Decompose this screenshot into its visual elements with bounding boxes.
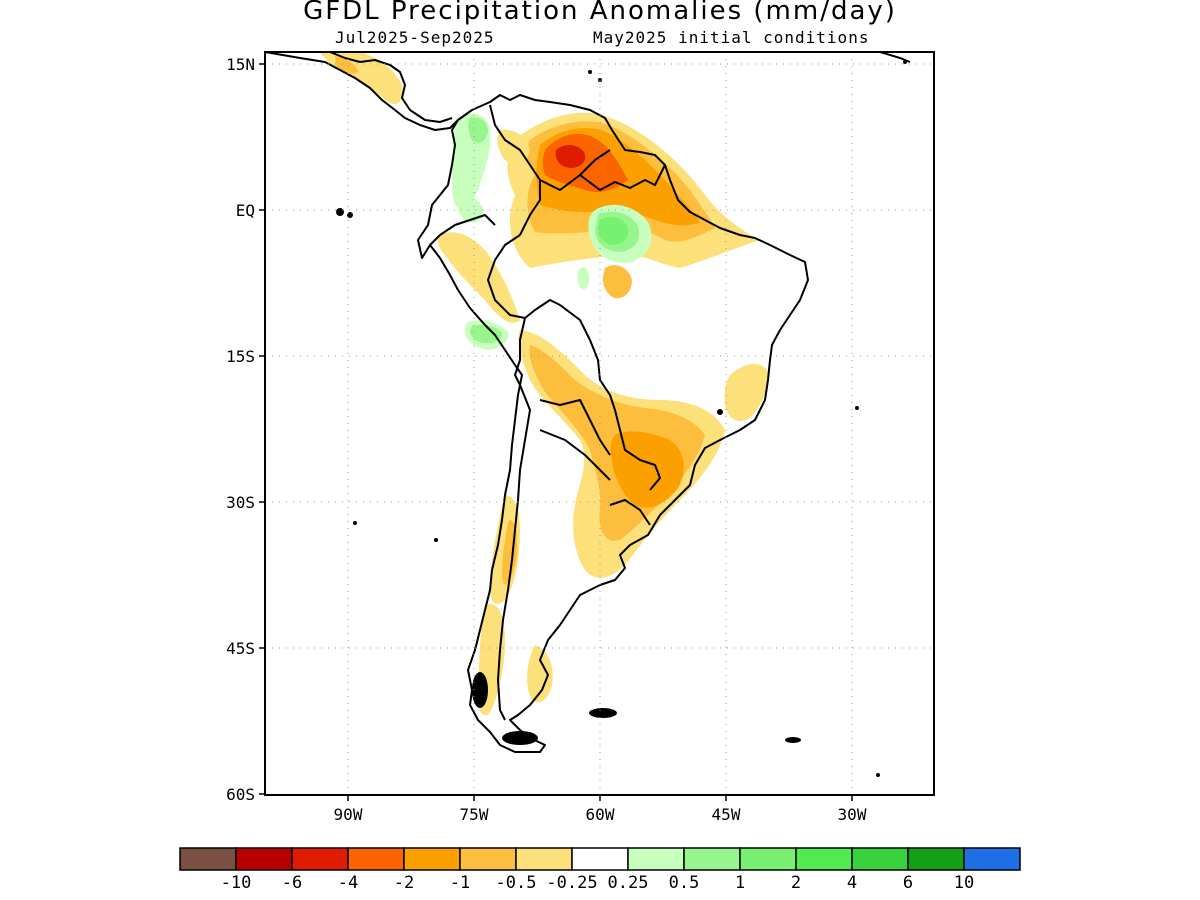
colorbar-label: 0.5 — [669, 873, 700, 893]
south-sandwich-island — [876, 773, 880, 777]
anomaly-pos1-amazon — [598, 216, 629, 245]
central-america-caribbean-coast — [329, 52, 453, 123]
northeast-island — [903, 60, 907, 64]
colorbar-swatch — [907, 847, 965, 871]
lon-label-75w: 75W — [460, 805, 489, 824]
coastlines — [265, 52, 911, 753]
anomaly-neg05-amazon-spot — [602, 265, 632, 299]
lon-label-45w: 45W — [712, 805, 741, 824]
anomaly-fields — [320, 52, 769, 716]
boundary-ecuador-peru — [429, 214, 496, 246]
boundary-chile-argentina — [497, 384, 531, 721]
galapagos-island-2 — [347, 212, 353, 218]
anomaly-neg4-venezuela — [555, 144, 586, 168]
lon-label-30w: 30W — [838, 805, 867, 824]
anomaly-neg1-parana — [610, 431, 684, 508]
colorbar-label: 10 — [954, 873, 974, 893]
axis-ticks — [259, 63, 853, 801]
lon-label-60w: 60W — [586, 805, 615, 824]
colorbar-label: 4 — [847, 873, 857, 893]
chart-title: GFDL Precipitation Anomalies (mm/day) — [303, 0, 897, 26]
season-subtitle: Jul2025-Sep2025 — [335, 28, 495, 47]
south-america-coast — [417, 94, 809, 753]
anomaly-neg025-east-brazil — [724, 364, 769, 422]
boundary-colombia-venezuela — [489, 104, 541, 236]
colorbar-swatch — [179, 847, 237, 871]
colorbar-label: -1 — [450, 873, 470, 893]
colorbar-label: -6 — [282, 873, 302, 893]
lat-label-60s: 60S — [226, 785, 255, 804]
boundary-colombia-brazil — [487, 234, 561, 319]
lat-label-45s: 45S — [226, 639, 255, 658]
caribbean-island — [588, 70, 592, 74]
colorbar-swatch — [515, 847, 573, 871]
pacific-island — [353, 521, 357, 525]
atlantic-island-2 — [855, 406, 859, 410]
colorbar-swatch — [795, 847, 853, 871]
colorbar-label: -4 — [338, 873, 358, 893]
colorbar-swatch — [851, 847, 909, 871]
colorbar-label: 6 — [903, 873, 913, 893]
islands — [336, 60, 907, 777]
init-subtitle: May2025 initial conditions — [593, 28, 870, 47]
anomaly-neg05-central-america — [335, 56, 358, 74]
colorbar-swatch — [347, 847, 405, 871]
tierra-del-fuego — [502, 731, 538, 745]
anomaly-neg025-andes-north — [437, 232, 520, 323]
boundary-uruguay — [609, 499, 651, 526]
colorbar-swatch — [683, 847, 741, 871]
gridlines — [265, 52, 934, 795]
central-america-coast — [265, 52, 459, 131]
boundary-guianas — [579, 164, 666, 191]
northwest-island-coast — [879, 52, 911, 63]
anomaly-neg025-central-america — [320, 52, 403, 105]
boundary-bolivia-brazil — [559, 304, 661, 491]
anomaly-pos025-amazon-spot — [577, 267, 590, 290]
colorbar-swatch — [739, 847, 797, 871]
anomaly-neg025-argentina-coast — [527, 645, 553, 703]
chiloe-archipelago — [472, 672, 488, 708]
pacific-island-2 — [434, 538, 438, 542]
galapagos-island — [336, 208, 344, 216]
colorbar-swatch — [627, 847, 685, 871]
anomaly-pos05-peru — [470, 324, 502, 344]
boundary-peru-bolivia — [514, 317, 526, 386]
colorbar-swatch — [571, 847, 629, 871]
colorbar-label: -0.5 — [496, 873, 537, 893]
colorbar-label: -2 — [394, 873, 414, 893]
south-georgia — [785, 737, 801, 743]
colorbar: -10 -6 -4 -2 -1 -0.5 -0.25 0.25 0.5 1 2 4 6 10 — [179, 847, 1021, 893]
colorbar-swatch — [235, 847, 293, 871]
colorbar-label: -10 — [221, 873, 252, 893]
lat-label-15s: 15S — [226, 347, 255, 366]
colorbar-swatch — [291, 847, 349, 871]
boundary-argentina-paraguay — [539, 429, 611, 481]
lat-label-eq: EQ — [236, 201, 255, 220]
colorbar-swatch — [403, 847, 461, 871]
colorbar-label: 2 — [791, 873, 801, 893]
anomaly-pos05-colombia — [468, 117, 488, 143]
lon-label-90w: 90W — [334, 805, 363, 824]
boundary-bolivia-paraguay — [539, 399, 611, 456]
colorbar-label: 0.25 — [608, 873, 649, 893]
lat-label-30s: 30S — [226, 493, 255, 512]
colorbar-label: -0.25 — [546, 873, 597, 893]
falklands — [589, 708, 617, 718]
atlantic-island — [717, 409, 723, 415]
boundary-venezuela-brazil — [539, 149, 611, 191]
lat-label-15n: 15N — [226, 55, 255, 74]
colorbar-label: 1 — [735, 873, 745, 893]
colorbar-swatch — [963, 847, 1021, 871]
colorbar-swatch — [459, 847, 517, 871]
